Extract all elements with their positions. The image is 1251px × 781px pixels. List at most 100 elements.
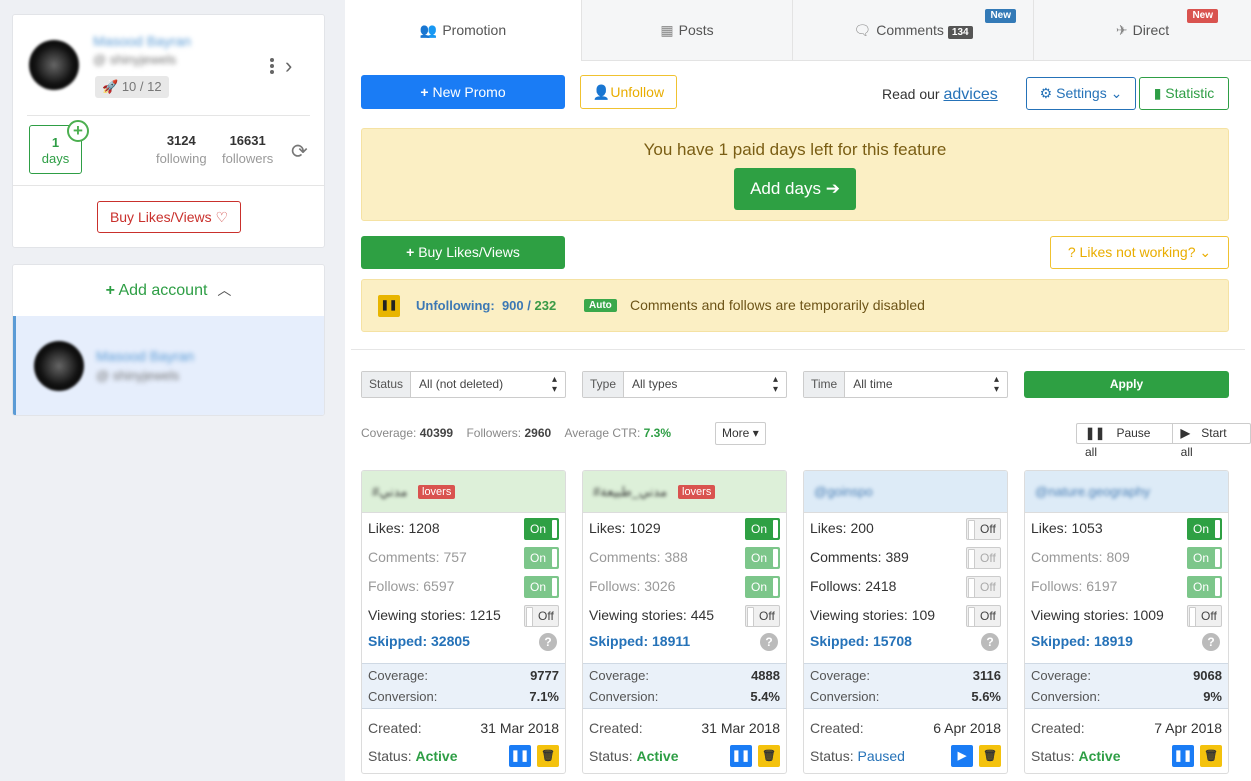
toggle-switch[interactable]: On [1187, 547, 1222, 569]
question-icon[interactable]: ? [981, 633, 999, 651]
filter-value[interactable]: All (not deleted) ▴ ▾ [411, 372, 565, 397]
likes-label: Likes: [810, 520, 847, 536]
tab-promotion[interactable]: 👥 Promotion [345, 0, 582, 61]
toggle-switch[interactable]: On [745, 547, 780, 569]
buy-likes-views-button[interactable]: + Buy Likes/Views [361, 236, 565, 269]
paid-days-notice: You have 1 paid days left for this featu… [361, 128, 1229, 221]
start-all-button[interactable]: ▶ Start all [1171, 424, 1250, 459]
buy-likes-views-button[interactable]: Buy Likes/Views ♡ [97, 201, 241, 233]
add-account-button[interactable]: + Add account ︿ [13, 280, 324, 300]
apply-button[interactable]: Apply [1024, 371, 1229, 398]
toggle-switch[interactable]: On [745, 518, 780, 540]
toggle-switch[interactable]: Off [524, 605, 559, 627]
stories-label: Viewing stories: [589, 607, 687, 623]
pause-icon[interactable]: ❚❚ [378, 295, 400, 317]
days-label: days [41, 151, 70, 166]
coverage-value: 3116 [972, 668, 1001, 683]
pause-all-button[interactable]: ❚❚ Pause all [1077, 424, 1172, 459]
add-days-button[interactable]: Add days ➔ [734, 168, 856, 210]
status-value: Active [1078, 748, 1121, 764]
tab-label: Comments [876, 22, 944, 38]
tab-direct[interactable]: ✈ Direct New [1034, 0, 1251, 61]
follows-value: 3026 [644, 578, 676, 594]
promo-card-header: #مدني_طبيعة lovers [583, 471, 786, 513]
add-days-plus-icon[interactable]: + [67, 120, 89, 142]
comments-row: Comments: 388 On [589, 546, 780, 569]
likes-not-working-button[interactable]: ? Likes not working? ⌄ [1050, 236, 1229, 269]
toggle-switch[interactable]: On [524, 576, 559, 598]
question-icon[interactable]: ? [1202, 633, 1220, 651]
toggle-switch[interactable]: On [1187, 518, 1222, 540]
follows-label: Follows: [1031, 578, 1083, 594]
delete-button[interactable]: 🗑 [1200, 745, 1222, 767]
tab-comments[interactable]: 🗨 Comments 134 New [793, 0, 1034, 61]
follows-label: Follows: [589, 578, 641, 594]
unfollowing-current: 900 [501, 298, 524, 313]
tab-posts[interactable]: ▦ Posts [582, 0, 793, 61]
toggle-switch[interactable]: Off [966, 518, 1001, 540]
account-list-item[interactable]: Masood Bayran @ shinyjewels [13, 316, 324, 415]
delete-button[interactable]: 🗑 [979, 745, 1001, 767]
chevron-right-icon[interactable]: › [285, 53, 293, 78]
stories-label: Viewing stories: [368, 607, 466, 623]
pause-button[interactable]: ❚❚ [730, 745, 752, 767]
pause-all-label: Pause all [1085, 426, 1151, 459]
paid-days-text: You have 1 paid days left for this featu… [643, 140, 947, 159]
question-icon[interactable]: ? [760, 633, 778, 651]
filter-value[interactable]: All types ▴ ▾ [624, 372, 786, 397]
status-filter[interactable]: Status All (not deleted) ▴ ▾ [361, 371, 566, 398]
likes-not-working-label: Likes not working? [1079, 244, 1196, 260]
refresh-icon[interactable]: ⟳ [291, 141, 308, 163]
stories-value: 109 [911, 607, 936, 623]
conversion-label: Conversion: [1031, 689, 1101, 704]
pause-button[interactable]: ❚❚ [1172, 745, 1194, 767]
toggle-switch[interactable]: Off [745, 605, 780, 627]
toggle-switch[interactable]: On [1187, 576, 1222, 598]
sort-icon: ▴ ▾ [993, 374, 999, 395]
toggle-switch[interactable]: Off [1187, 605, 1222, 627]
coverage-label: Coverage: [368, 668, 428, 683]
unfollow-button[interactable]: 👤Unfollow [580, 75, 677, 109]
created-value: 6 Apr 2018 [933, 720, 1001, 736]
account-name[interactable]: Masood Bayran [93, 33, 192, 49]
stories-value: 1215 [469, 607, 501, 623]
statistic-button[interactable]: ▮ Statistic [1139, 77, 1229, 110]
divider [13, 185, 324, 186]
filter-value[interactable]: All time ▴ ▾ [845, 372, 1007, 397]
promo-card-header: @goinspo [804, 471, 1007, 513]
conversion-row: Conversion: 7.1% [368, 689, 559, 704]
delete-button[interactable]: 🗑 [537, 745, 559, 767]
advices-text: Read our advices [882, 86, 998, 104]
time-filter[interactable]: Time All time ▴ ▾ [803, 371, 1008, 398]
toggle-switch[interactable]: Off [966, 576, 1001, 598]
pause-button[interactable]: ❚❚ [509, 745, 531, 767]
new-promo-button[interactable]: + New Promo [361, 75, 565, 109]
settings-button[interactable]: ⚙ Settings ⌄ [1026, 77, 1136, 110]
status-row: Status: Active [1031, 748, 1121, 764]
tag-badge: lovers [418, 485, 456, 499]
advices-link[interactable]: advices [943, 86, 998, 103]
divider [351, 349, 1245, 350]
skipped-value: 18911 [652, 633, 691, 649]
type-filter[interactable]: Type All types ▴ ▾ [582, 371, 787, 398]
skipped-count: Skipped: 15708 [810, 633, 912, 649]
toggle-switch[interactable]: On [745, 576, 780, 598]
toggle-switch[interactable]: On [524, 547, 559, 569]
chevron-up-icon[interactable]: ︿ [217, 282, 232, 298]
promo-card-header: @nature.geography [1025, 471, 1228, 513]
more-button[interactable]: More ▾ [715, 422, 766, 445]
created-row: Created: 6 Apr 2018 [810, 720, 1001, 736]
toggle-switch[interactable]: On [524, 518, 559, 540]
kebab-menu-icon[interactable] [269, 56, 275, 76]
play-button[interactable]: ▶ [951, 745, 973, 767]
pause-icon: ❚❚ [731, 750, 751, 762]
delete-button[interactable]: 🗑 [758, 745, 780, 767]
avatar[interactable] [29, 40, 79, 90]
toggle-switch[interactable]: Off [966, 547, 1001, 569]
toggle-switch[interactable]: Off [966, 605, 1001, 627]
stories-row: Viewing stories: 109 Off [810, 604, 1001, 627]
coverage-label: Coverage: [589, 668, 649, 683]
question-icon[interactable]: ? [539, 633, 557, 651]
stories-value: 1009 [1132, 607, 1164, 623]
sidebar: Masood Bayran @ shinyjewels 🚀 10 / 12 › … [0, 0, 345, 781]
